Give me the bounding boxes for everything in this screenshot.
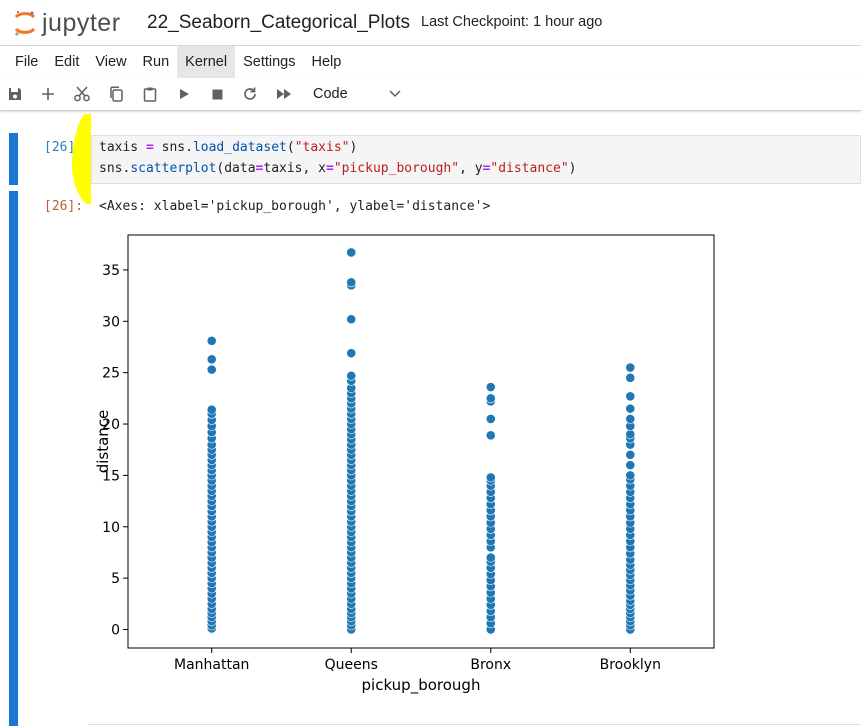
- menu-settings[interactable]: Settings: [243, 54, 296, 70]
- code-line-1: taxis = sns.load_dataset("taxis"): [99, 140, 357, 155]
- cell-bottom-border: [88, 724, 861, 725]
- save-icon[interactable]: [5, 84, 25, 104]
- menu-file[interactable]: File: [15, 54, 39, 70]
- data-point: [206, 335, 217, 346]
- menu-bar: File Edit View Run Kernel Settings Help: [0, 45, 861, 79]
- jupyter-logo-icon: [14, 11, 36, 36]
- chevron-down-icon: [389, 86, 401, 102]
- data-point: [206, 364, 217, 375]
- x-axis-ticks: Manhattan Queens Bronx Brooklyn: [174, 648, 661, 673]
- data-point: [625, 362, 636, 373]
- data-point: [485, 393, 496, 404]
- code-token: ): [568, 161, 577, 176]
- code-token: ): [349, 140, 358, 155]
- restart-icon[interactable]: [240, 84, 260, 104]
- y-axis-ticks: 0 5 10 15 20 25 30 35: [102, 263, 128, 639]
- y-tick-label: 30: [102, 314, 120, 330]
- code-line-2: sns.scatterplot(data=taxis, x="pickup_bo…: [99, 161, 576, 176]
- menu-edit[interactable]: Edit: [54, 54, 80, 70]
- highlighter-mark: [72, 114, 91, 204]
- code-editor[interactable]: taxis = sns.load_dataset("taxis") sns.sc…: [91, 135, 861, 184]
- checkpoint-status: Last Checkpoint: 1 hour ago: [421, 14, 603, 30]
- cell-type-value: Code: [313, 86, 348, 102]
- data-point: [625, 470, 636, 481]
- code-token: , y: [459, 161, 483, 176]
- data-point: [485, 472, 496, 483]
- notebook-title[interactable]: 22_Seaborn_Categorical_Plots: [147, 12, 411, 33]
- code-token: scatterplot: [130, 161, 217, 176]
- cell-type-select[interactable]: Code: [307, 82, 407, 106]
- y-tick-label: 25: [102, 366, 120, 382]
- data-point: [346, 348, 357, 359]
- y-axis-label: distance: [94, 410, 112, 474]
- logo-text: jupyter: [42, 8, 121, 37]
- data-point: [625, 460, 636, 471]
- cut-icon[interactable]: [72, 84, 92, 104]
- data-point: [346, 370, 357, 381]
- x-tick-label: Queens: [325, 657, 378, 673]
- y-tick-label: 0: [111, 623, 120, 639]
- data-point: [485, 413, 496, 424]
- y-tick-label: 10: [102, 520, 120, 536]
- y-tick-label: 5: [111, 571, 120, 587]
- data-points: [206, 247, 636, 635]
- y-tick-label: 20: [102, 417, 120, 433]
- code-token: =: [326, 161, 334, 176]
- x-tick-label: Brooklyn: [600, 657, 661, 673]
- menu-kernel[interactable]: Kernel: [177, 46, 236, 78]
- output-collapser[interactable]: [9, 191, 18, 726]
- x-tick-label: Bronx: [470, 657, 511, 673]
- data-point: [625, 429, 636, 440]
- y-tick-label: 15: [102, 468, 120, 484]
- y-tick-label: 35: [102, 263, 120, 279]
- input-collapser[interactable]: [9, 133, 18, 185]
- data-point: [485, 552, 496, 563]
- stop-icon[interactable]: [207, 84, 227, 104]
- data-point: [346, 247, 357, 258]
- copy-icon[interactable]: [106, 84, 126, 104]
- code-token: (data: [216, 161, 256, 176]
- run-icon[interactable]: [174, 84, 194, 104]
- data-point: [346, 314, 357, 325]
- code-token: taxis: [99, 140, 146, 155]
- data-point: [485, 382, 496, 392]
- data-point: [485, 430, 496, 441]
- code-token: sns.: [99, 161, 131, 176]
- scatter-plot: 0 5 10 15 20 25 30 35 Manhattan Queens Bronx Brook…: [94, 234, 715, 695]
- x-tick-label: Manhattan: [174, 657, 249, 673]
- data-point: [625, 449, 636, 460]
- code-token: taxis, x: [263, 161, 326, 176]
- code-token: "taxis": [294, 140, 350, 155]
- paste-icon[interactable]: [140, 84, 160, 104]
- axes-frame: [127, 234, 715, 649]
- menu-view[interactable]: View: [95, 54, 127, 70]
- data-point: [206, 404, 217, 415]
- output-text: <Axes: xlabel='pickup_borough', ylabel='…: [99, 199, 491, 214]
- data-point: [206, 354, 217, 365]
- data-point: [625, 413, 636, 424]
- menu-run[interactable]: Run: [142, 54, 170, 70]
- code-token: load_dataset: [192, 140, 287, 155]
- code-token: "distance": [490, 161, 569, 176]
- notebook-toolbar: Code: [0, 78, 861, 111]
- code-token: sns.: [153, 140, 193, 155]
- code-token: =: [482, 161, 491, 176]
- code-token: "pickup_borough": [333, 161, 460, 176]
- output-prompt: [26]:: [44, 199, 84, 214]
- code-token: =: [255, 161, 264, 176]
- run-all-icon[interactable]: [274, 84, 294, 104]
- jupyter-logo[interactable]: jupyter: [12, 8, 121, 38]
- code-token: (: [286, 140, 295, 155]
- add-cell-icon[interactable]: [38, 84, 58, 104]
- top-bar: jupyter 22_Seaborn_Categorical_Plots Las…: [0, 0, 861, 45]
- x-axis-label: pickup_borough: [362, 676, 481, 695]
- code-token: =: [145, 140, 154, 155]
- data-point: [346, 277, 357, 288]
- data-point: [625, 372, 636, 383]
- data-point: [625, 391, 636, 402]
- data-point: [625, 403, 636, 414]
- menu-help[interactable]: Help: [311, 54, 342, 70]
